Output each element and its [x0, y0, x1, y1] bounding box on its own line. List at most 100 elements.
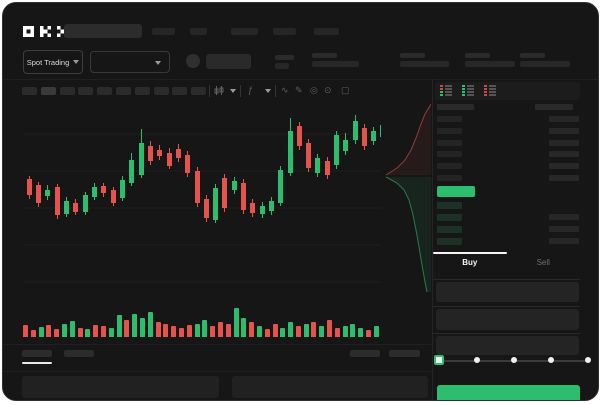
candle-body	[353, 121, 358, 140]
candle-body	[334, 135, 339, 165]
timeframe-button[interactable]	[191, 87, 207, 95]
ask-amount-placeholder	[549, 175, 579, 181]
volume-bar	[77, 328, 83, 337]
last-price-bar[interactable]	[437, 186, 475, 197]
nav-item-placeholder[interactable]	[190, 28, 207, 35]
ask-amount-placeholder	[549, 116, 579, 122]
slider-step-dot[interactable]	[585, 357, 591, 363]
line-tools-icon[interactable]: ∿	[281, 85, 289, 95]
bottom-tab-active[interactable]	[22, 350, 52, 357]
bid-row[interactable]	[433, 211, 580, 223]
bids-area	[386, 177, 431, 292]
candle-body	[45, 190, 50, 196]
candle-body	[101, 186, 106, 193]
timeframe-button[interactable]	[134, 87, 150, 95]
chevron-down-icon	[73, 60, 80, 64]
bid-price-placeholder	[437, 214, 462, 221]
slider-handle[interactable]	[434, 355, 444, 365]
volume-bar	[358, 328, 364, 337]
ask-price-placeholder	[437, 163, 462, 170]
okx-logo[interactable]	[23, 26, 68, 37]
bottom-tab[interactable]	[64, 350, 94, 357]
candlestick-chart[interactable]	[23, 101, 381, 293]
slider-step-dot[interactable]	[474, 357, 480, 363]
volume-bar	[217, 322, 223, 337]
ask-row[interactable]	[433, 148, 580, 160]
pair-selector-dropdown[interactable]	[90, 51, 170, 73]
candle-body	[36, 185, 41, 203]
fullscreen-icon[interactable]: ▢	[341, 85, 350, 95]
slider-step-dot[interactable]	[511, 357, 517, 363]
volume-bar	[373, 326, 379, 337]
ask-row[interactable]	[433, 113, 580, 125]
candle-body	[306, 143, 311, 168]
active-tab-underline	[433, 252, 507, 254]
bottom-action-placeholder[interactable]	[389, 350, 420, 357]
timeframe-button[interactable]	[116, 87, 131, 95]
trade-tabs: Buy Sell	[433, 252, 580, 273]
depth-chart[interactable]	[383, 100, 431, 293]
book-bids-icon[interactable]	[462, 85, 476, 97]
total-field[interactable]	[436, 336, 579, 355]
volume-bar	[256, 326, 262, 337]
history-icon[interactable]: ⊙	[324, 85, 332, 95]
app-window: Spot Trading ƒ ∿ ✎ ◎ ⊙ ▢	[2, 2, 599, 401]
orders-panel-placeholder	[22, 376, 219, 398]
volume-chart[interactable]	[23, 299, 381, 337]
book-asks-icon[interactable]	[484, 85, 498, 97]
price-field[interactable]	[436, 282, 579, 302]
chevron-down-icon	[155, 61, 161, 65]
bid-row[interactable]	[433, 223, 580, 235]
tab-buy[interactable]: Buy	[433, 252, 507, 273]
volume-bar	[249, 322, 255, 337]
bottom-divider	[3, 344, 431, 345]
candle-body	[55, 187, 60, 215]
indicators-icon[interactable]: ƒ	[248, 85, 254, 95]
chevron-down-icon[interactable]	[265, 89, 271, 93]
search-input[interactable]	[64, 24, 142, 38]
candle-body	[111, 190, 116, 203]
candle-body	[27, 179, 32, 195]
book-combined-icon[interactable]	[440, 85, 454, 97]
nav-item-placeholder[interactable]	[273, 28, 296, 35]
timeframe-button[interactable]	[22, 87, 37, 95]
ask-row[interactable]	[433, 172, 580, 184]
volume-bar	[132, 314, 138, 337]
ask-price-placeholder	[437, 116, 462, 122]
candle-body	[204, 199, 209, 218]
bid-row[interactable]	[433, 235, 580, 247]
candle-body	[260, 206, 265, 214]
ticker-stat	[465, 53, 515, 67]
market-type-dropdown[interactable]: Spot Trading	[23, 50, 83, 74]
candle-body	[120, 180, 125, 198]
draw-icon[interactable]: ✎	[295, 85, 303, 95]
timeframe-button[interactable]	[78, 87, 94, 95]
bid-price-placeholder	[437, 226, 462, 233]
timeframe-button[interactable]	[40, 87, 56, 95]
tab-sell[interactable]: Sell	[507, 252, 581, 273]
slider-step-dot[interactable]	[548, 357, 554, 363]
camera-icon[interactable]: ◎	[310, 85, 318, 95]
timeframe-button[interactable]	[97, 87, 113, 95]
candle-body	[139, 143, 144, 175]
bottom-action-placeholder[interactable]	[350, 350, 380, 357]
ask-price-placeholder	[437, 127, 462, 134]
nav-item-placeholder[interactable]	[314, 28, 339, 35]
pair-name-placeholder[interactable]	[206, 54, 251, 69]
timeframe-button[interactable]	[153, 87, 169, 95]
chevron-down-icon[interactable]	[230, 89, 236, 93]
ask-row[interactable]	[433, 125, 580, 137]
bid-amount-placeholder	[549, 226, 579, 232]
nav-item-placeholder[interactable]	[152, 28, 175, 35]
candle-type-icon[interactable]	[214, 86, 225, 96]
ask-row[interactable]	[433, 137, 580, 149]
timeframe-button[interactable]	[59, 87, 75, 95]
timeframe-button[interactable]	[172, 87, 188, 95]
volume-bar	[178, 328, 184, 337]
ask-row[interactable]	[433, 160, 580, 172]
nav-item-placeholder[interactable]	[231, 28, 258, 35]
bid-row[interactable]	[433, 199, 580, 211]
candle-body	[213, 188, 218, 220]
buy-submit-button[interactable]	[437, 385, 580, 400]
amount-field[interactable]	[436, 309, 579, 330]
